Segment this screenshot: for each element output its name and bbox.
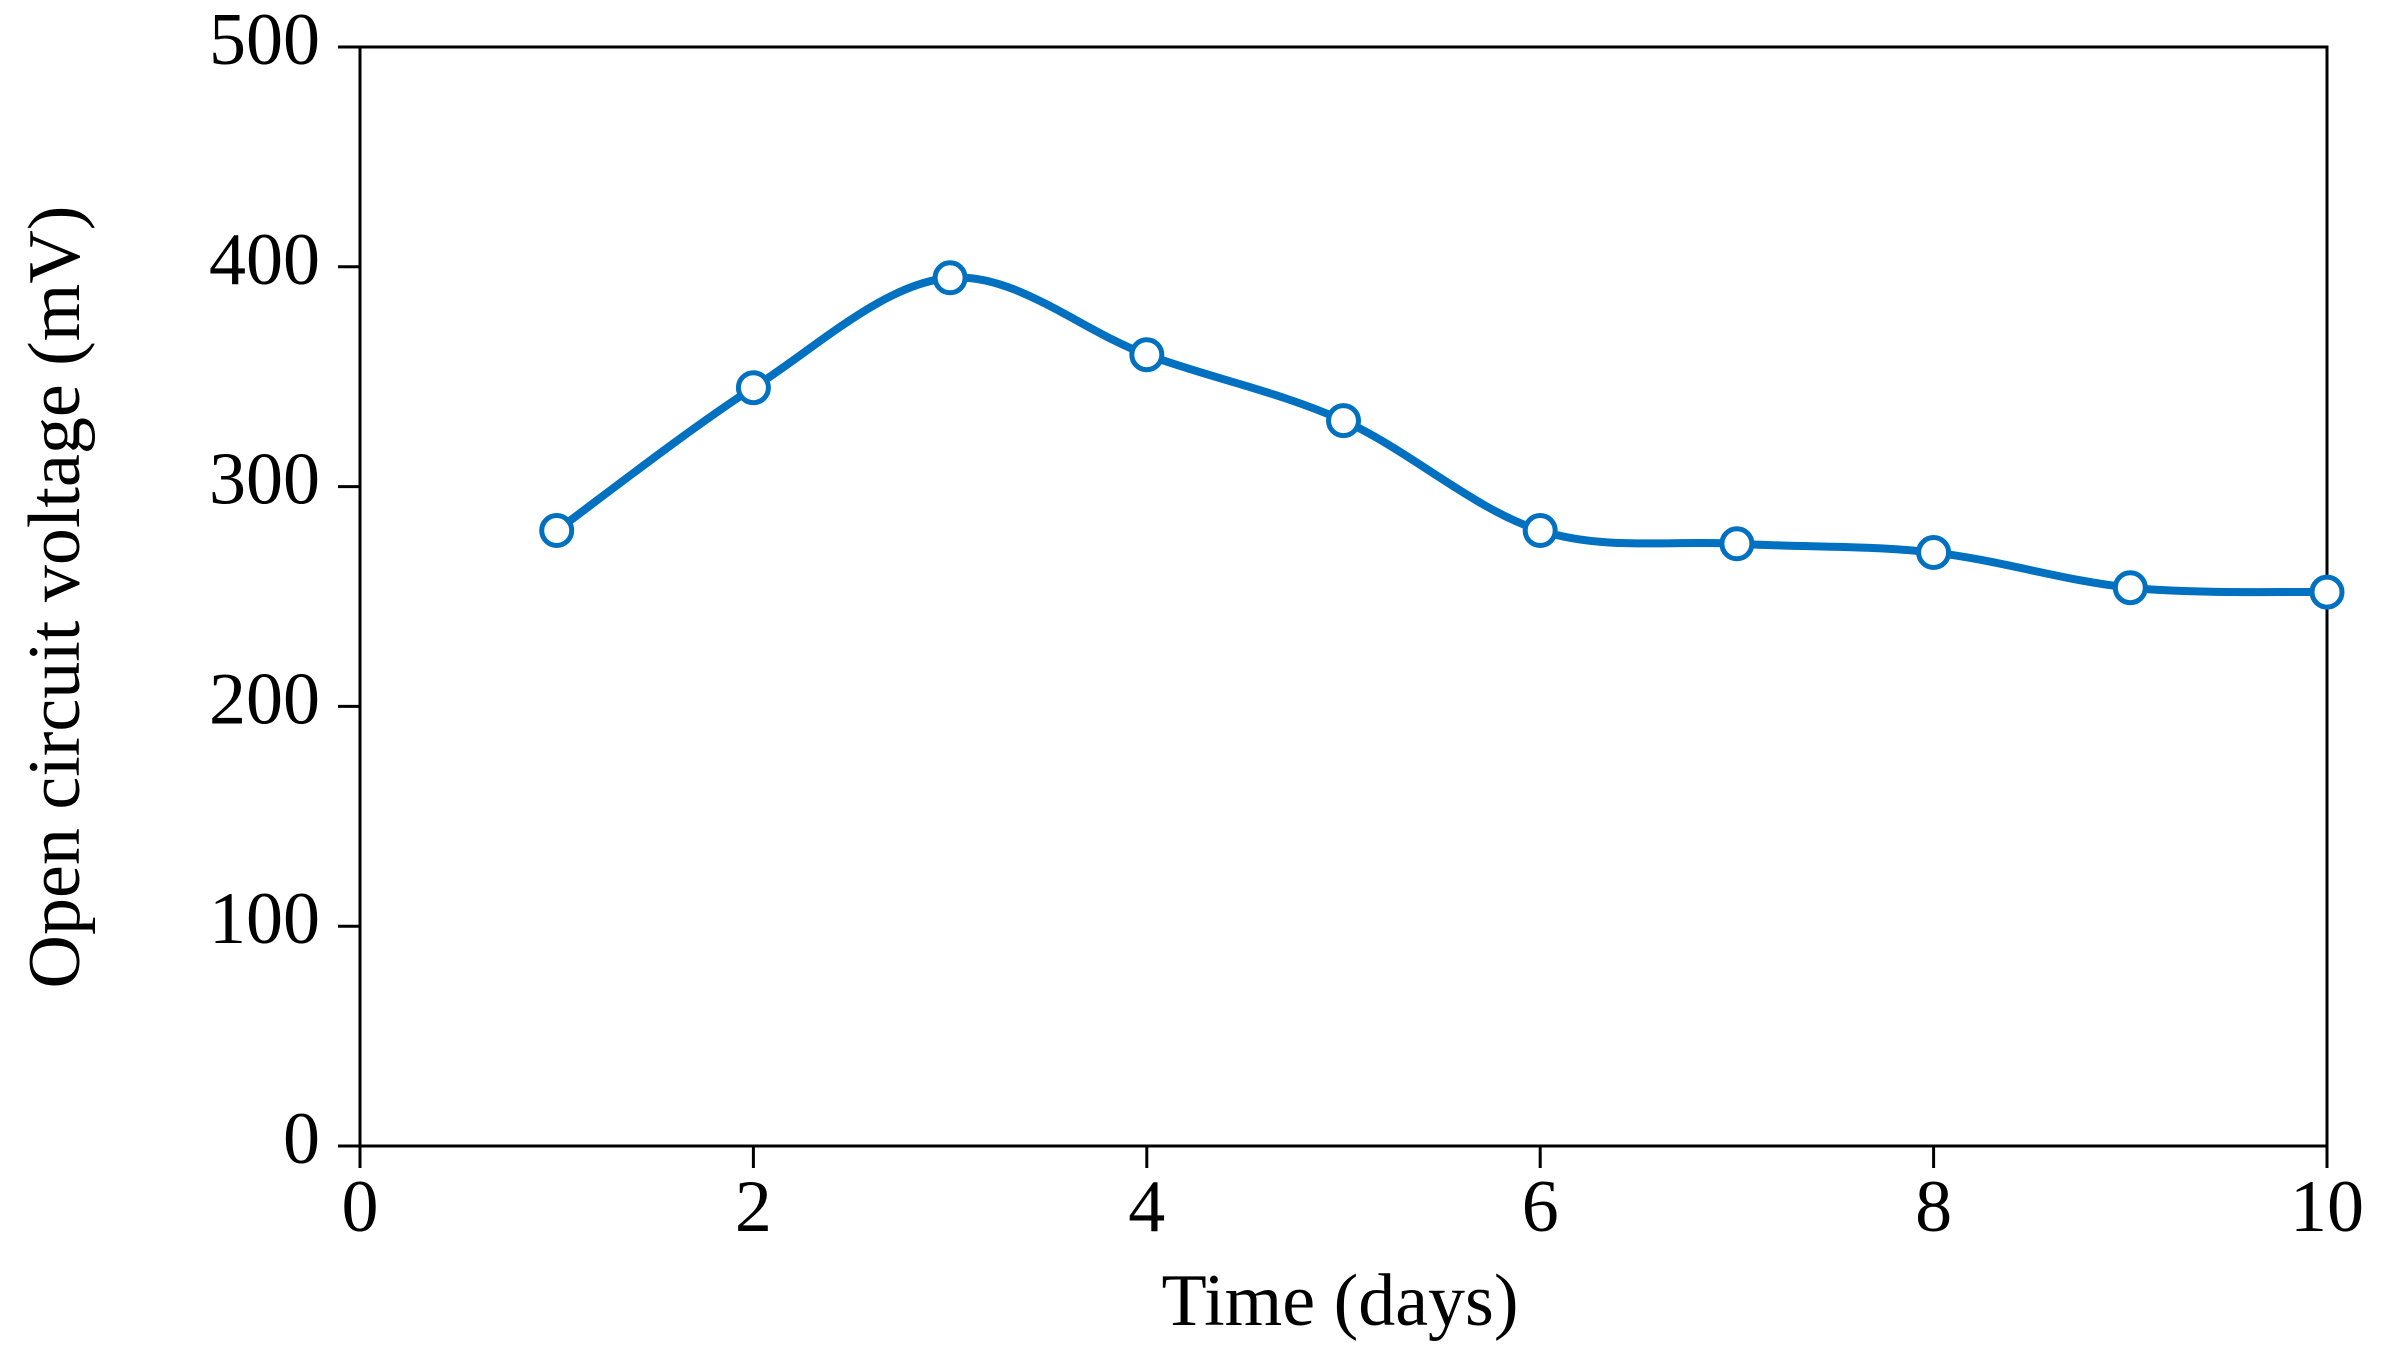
y-tick-label: 500 (209, 0, 320, 81)
data-point (539, 513, 575, 549)
y-tick-label: 100 (209, 878, 320, 960)
data-point (1719, 526, 1755, 562)
x-tick-label: 2 (735, 1166, 772, 1248)
y-tick-label: 200 (209, 658, 320, 740)
data-point (735, 370, 771, 406)
x-tick-label: 0 (342, 1166, 379, 1248)
y-axis-label: Open circuit voltage (mV) (14, 206, 96, 989)
plot-frame (358, 45, 2329, 1148)
y-tick-label: 300 (209, 439, 320, 521)
x-tick-label: 8 (1915, 1166, 1952, 1248)
data-point (1326, 403, 1361, 439)
data-point (2112, 570, 2148, 606)
y-tick-label: 400 (209, 219, 320, 301)
x-axis-label: Time (days) (1162, 1260, 1519, 1342)
x-tick-label: 6 (1522, 1166, 1559, 1248)
data-line (554, 273, 2328, 597)
x-tick-label: 4 (1128, 1166, 1165, 1248)
y-tick-label: 0 (283, 1098, 320, 1180)
data-point (1129, 337, 1165, 373)
data-point (1522, 513, 1558, 549)
x-tick-label: 10 (2290, 1166, 2364, 1248)
data-point (2309, 574, 2345, 610)
data-point (932, 260, 968, 296)
data-point (1916, 535, 1952, 571)
